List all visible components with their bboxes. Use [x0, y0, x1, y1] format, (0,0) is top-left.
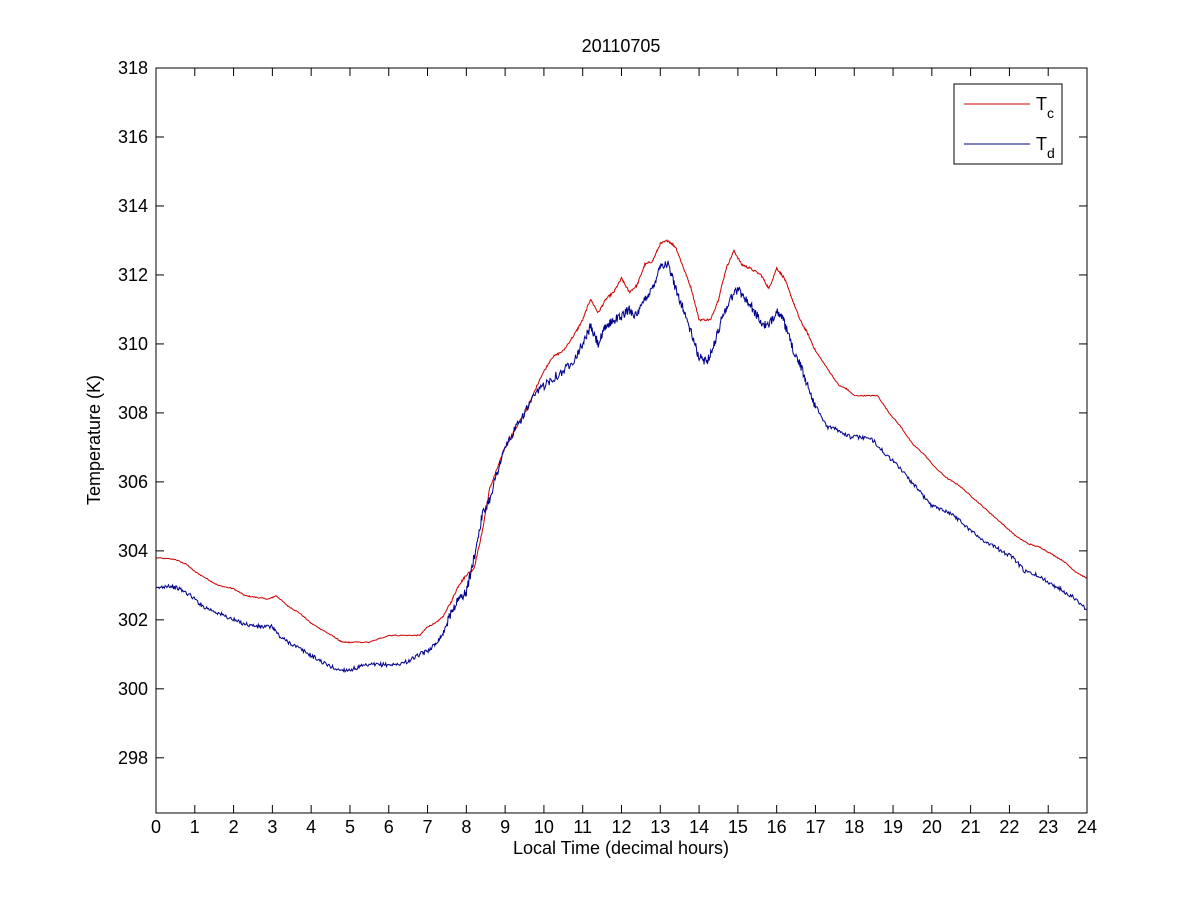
x-tick-label: 0	[151, 817, 161, 837]
x-tick-label: 24	[1077, 817, 1097, 837]
x-tick-label: 20	[922, 817, 942, 837]
x-tick-label: 19	[883, 817, 903, 837]
x-tick-label: 8	[461, 817, 471, 837]
y-tick-label: 312	[118, 265, 148, 285]
series-line-tc	[155, 239, 1088, 644]
legend-box	[953, 83, 1063, 165]
y-tick-label: 308	[118, 403, 148, 423]
x-tick-label: 1	[190, 817, 200, 837]
x-tick-label: 16	[767, 817, 787, 837]
y-tick-label: 306	[118, 472, 148, 492]
x-tick-label: 22	[999, 817, 1019, 837]
y-tick-label: 314	[118, 196, 148, 216]
axes-box	[155, 67, 1088, 814]
y-tick-label: 300	[118, 679, 148, 699]
x-tick-label: 21	[961, 817, 981, 837]
x-tick-label: 4	[306, 817, 316, 837]
legend: Tc Td	[953, 83, 1063, 165]
x-tick-label: 17	[805, 817, 825, 837]
x-tick-label: 12	[611, 817, 631, 837]
x-tick-label: 7	[423, 817, 433, 837]
chart-title: 20110705	[582, 36, 661, 56]
legend-label-tc: Tc	[1036, 94, 1054, 121]
y-tick-label: 316	[118, 127, 148, 147]
x-tick-label: 13	[650, 817, 670, 837]
x-tick-label: 3	[267, 817, 277, 837]
x-tick-label: 10	[534, 817, 554, 837]
legend-label-td: Td	[1036, 134, 1055, 161]
y-tick-label: 302	[118, 610, 148, 630]
y-tick-label: 310	[118, 334, 148, 354]
x-tick-label: 11	[573, 817, 592, 837]
y-tick-label: 304	[118, 541, 148, 561]
x-tick-label: 15	[728, 817, 748, 837]
x-axis-label: Local Time (decimal hours)	[513, 838, 729, 858]
x-tick-label: 2	[229, 817, 239, 837]
x-tick-label: 18	[844, 817, 864, 837]
y-tick-label: 298	[118, 748, 148, 768]
y-tick-label: 318	[118, 58, 148, 78]
x-tick-label: 23	[1038, 817, 1058, 837]
x-tick-label: 9	[500, 817, 510, 837]
x-tick-label: 5	[345, 817, 355, 837]
x-tick-label: 6	[384, 817, 394, 837]
x-tick-label: 14	[689, 817, 709, 837]
series-line-td	[155, 260, 1088, 673]
y-axis-label: Temperature (K)	[84, 375, 104, 505]
